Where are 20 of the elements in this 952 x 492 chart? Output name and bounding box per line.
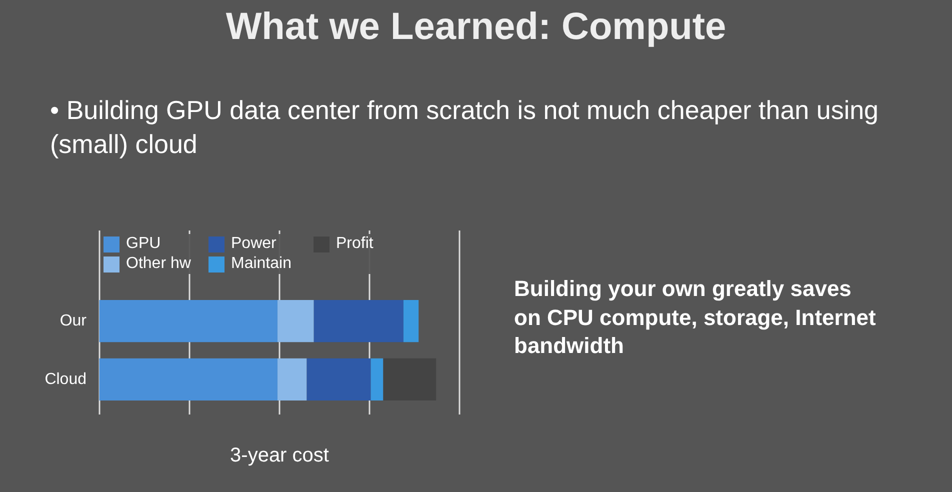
y-tick-label: Our (60, 312, 88, 330)
legend-label: Profit (336, 235, 374, 253)
x-axis-title: 3-year cost (230, 444, 330, 466)
bar (383, 358, 436, 400)
bar (306, 358, 371, 400)
bar (277, 300, 314, 342)
chart-subtitle: • Building GPU data center from scratch is not much cheaper than using (small) cloud (50, 94, 880, 162)
bar (403, 300, 419, 342)
legend-label: Other hw (126, 255, 192, 273)
bar (314, 300, 404, 342)
legend-label: Maintain (231, 255, 292, 273)
legend-label: Power (231, 235, 278, 253)
text: Building your own greatly saves on CPU compute, storage, Internet bandwidth (514, 275, 877, 360)
legend-label: GPU (126, 235, 162, 253)
bar (370, 358, 384, 400)
chart-title: What we Learned: Compute (224, 5, 728, 50)
bar (277, 358, 307, 400)
bar (99, 300, 278, 342)
bar (99, 358, 278, 400)
y-tick-label: Cloud (44, 370, 87, 388)
